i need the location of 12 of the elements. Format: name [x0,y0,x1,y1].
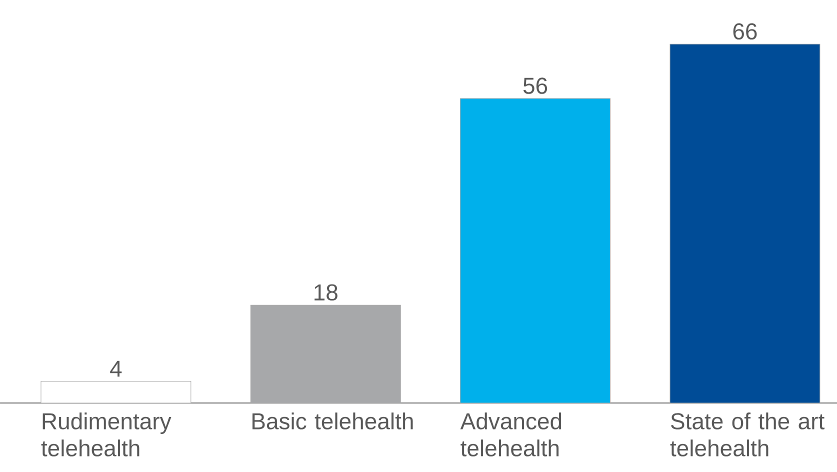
bar [670,44,820,404]
data-label: 56 [523,78,548,94]
data-label: 66 [733,23,757,40]
x-tick-label: Rudimentary telehealth [41,412,172,456]
bar [250,304,401,404]
data-label: 4 [110,360,122,377]
x-tick-label: State of the art telehealth [670,412,824,456]
bar [40,381,192,404]
bar [460,98,611,404]
x-tick-label: Advanced telehealth [460,412,562,456]
data-label: 18 [314,284,338,301]
x-tick-label: Basic telehealth [252,412,413,430]
